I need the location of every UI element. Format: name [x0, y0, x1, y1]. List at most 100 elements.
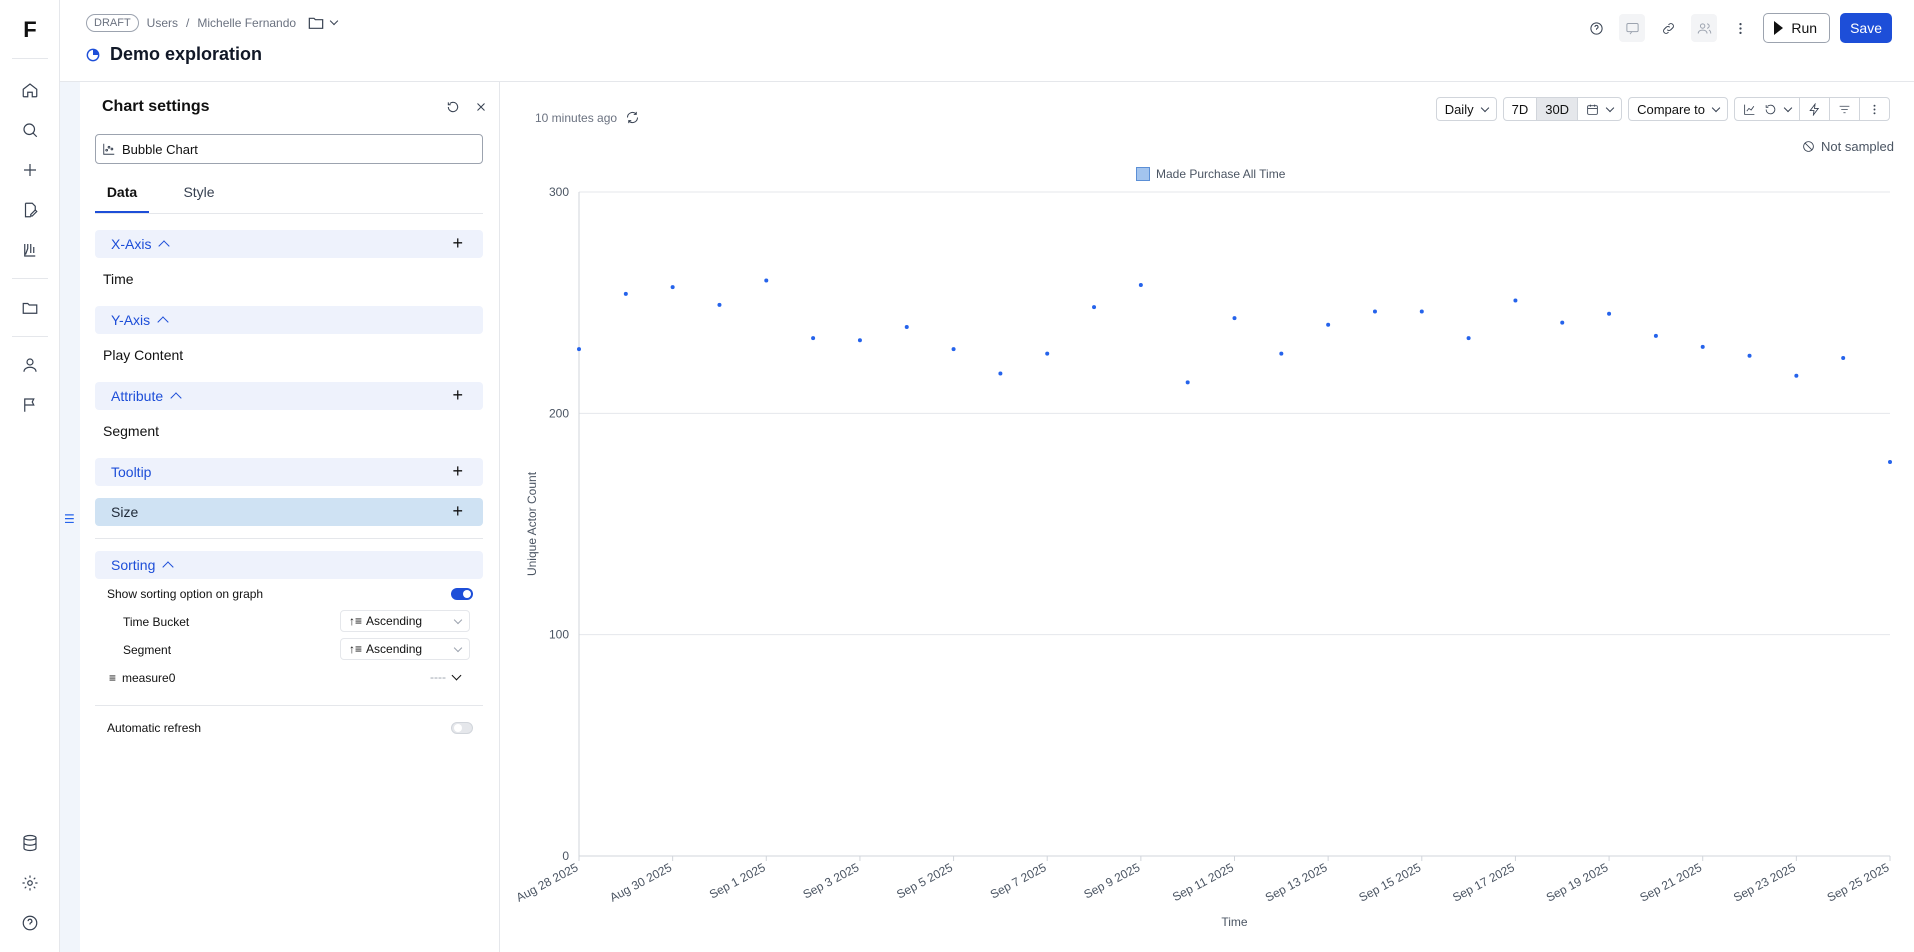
data-point[interactable] [1185, 380, 1190, 385]
drag-handle-icon[interactable]: ≡ [109, 671, 117, 685]
data-point[interactable] [1466, 336, 1471, 341]
folder-icon[interactable] [308, 16, 339, 30]
rail-divider [12, 278, 48, 279]
edit-document-icon[interactable] [18, 198, 42, 222]
chevron-up-icon[interactable] [162, 561, 175, 573]
attribute-value[interactable]: Segment [103, 423, 160, 439]
data-point[interactable] [623, 291, 628, 296]
x-tick-label: Sep 5 2025 [894, 860, 955, 901]
data-point[interactable] [717, 302, 722, 307]
breadcrumb-users[interactable]: Users [146, 16, 179, 30]
help-icon[interactable] [18, 911, 42, 935]
chevron-up-icon[interactable] [157, 316, 169, 328]
data-point[interactable] [1045, 351, 1050, 356]
breadcrumb-owner[interactable]: Michelle Fernando [197, 16, 297, 30]
plus-icon[interactable] [18, 158, 42, 182]
data-point[interactable] [1888, 460, 1892, 465]
data-point[interactable] [1560, 320, 1565, 325]
reset-icon[interactable] [442, 96, 464, 118]
add-tooltip-button[interactable]: + [452, 461, 463, 481]
settings-icon[interactable] [18, 871, 42, 895]
comment-icon[interactable] [1619, 14, 1646, 42]
data-point[interactable] [1607, 311, 1612, 316]
auto-refresh-toggle[interactable] [451, 722, 473, 734]
share-users-icon[interactable] [1691, 14, 1718, 42]
data-point[interactable] [998, 371, 1003, 376]
data-point[interactable] [1138, 282, 1143, 287]
data-point[interactable] [1841, 356, 1846, 360]
date-picker-button[interactable] [1577, 97, 1623, 121]
data-point[interactable] [811, 336, 816, 341]
show-sorting-toggle[interactable] [451, 588, 473, 600]
user-icon[interactable] [18, 353, 42, 377]
more-button[interactable] [1859, 97, 1890, 121]
x-axis-section[interactable]: X-Axis + [95, 230, 483, 258]
data-point[interactable] [951, 347, 956, 352]
home-icon[interactable] [18, 78, 42, 102]
list-icon[interactable]: ☰ [64, 512, 75, 526]
x-axis-value[interactable]: Time [103, 271, 134, 287]
data-point[interactable] [1653, 333, 1658, 338]
add-x-axis-button[interactable]: + [452, 233, 463, 253]
tab-style[interactable]: Style [183, 184, 215, 200]
chevron-up-icon[interactable] [158, 240, 171, 252]
data-point[interactable] [764, 278, 769, 283]
database-icon[interactable] [18, 831, 42, 855]
search-icon[interactable] [18, 118, 42, 142]
chevron-down-icon[interactable] [451, 670, 462, 681]
x-tick-label: Aug 28 2025 [514, 860, 581, 904]
data-point[interactable] [1092, 305, 1097, 310]
data-point[interactable] [1232, 316, 1237, 321]
data-point[interactable] [1794, 373, 1799, 378]
add-attribute-button[interactable]: + [452, 385, 463, 405]
help-icon[interactable] [1583, 14, 1609, 42]
tab-data[interactable]: Data [95, 174, 149, 213]
flag-icon[interactable] [18, 393, 42, 417]
link-icon[interactable] [1655, 14, 1681, 42]
granularity-select[interactable]: Daily [1435, 97, 1497, 121]
data-point[interactable] [1326, 322, 1331, 327]
data-point[interactable] [1513, 298, 1518, 303]
range-30d-button[interactable]: 30D [1536, 97, 1579, 121]
size-section[interactable]: Size + [95, 498, 483, 526]
folder-icon[interactable] [18, 296, 42, 320]
sorting-section[interactable]: Sorting [95, 551, 483, 579]
data-point[interactable] [1279, 351, 1284, 356]
chevron-up-icon[interactable] [170, 392, 182, 404]
run-button[interactable]: Run [1763, 13, 1831, 43]
lab-icon[interactable] [18, 238, 42, 262]
last-updated: 10 minutes ago [535, 110, 640, 125]
page-title[interactable]: Demo exploration [110, 44, 263, 64]
tooltip-section[interactable]: Tooltip + [95, 458, 483, 486]
data-point[interactable] [1419, 309, 1424, 314]
refresh-icon[interactable] [625, 110, 640, 125]
save-button[interactable]: Save [1840, 13, 1892, 43]
compare-to-select[interactable]: Compare to [1628, 97, 1728, 121]
y-axis-section[interactable]: Y-Axis [95, 306, 483, 334]
data-point[interactable] [904, 325, 909, 330]
chevron-down-icon[interactable] [329, 16, 339, 26]
data-point[interactable] [1747, 353, 1752, 358]
data-point[interactable] [577, 347, 581, 352]
data-point[interactable] [1372, 309, 1377, 314]
y-axis-value[interactable]: Play Content [103, 347, 184, 363]
chart-legend[interactable]: Made Purchase All Time [1136, 167, 1285, 181]
filter-button[interactable] [1829, 97, 1860, 121]
chart-type-button[interactable] [1734, 97, 1800, 121]
close-icon[interactable] [470, 96, 492, 118]
time-bucket-sort-select[interactable]: ↑≡ Ascending [340, 610, 470, 632]
segment-sort-select[interactable]: ↑≡ Ascending [340, 638, 470, 660]
more-vertical-icon[interactable] [1727, 14, 1753, 42]
add-size-button[interactable]: + [452, 501, 463, 521]
chart-type-select[interactable]: Bubble Chart [95, 134, 483, 164]
data-point[interactable] [670, 285, 675, 290]
measure-row[interactable]: ≡ measure0 [109, 671, 175, 685]
attribute-section[interactable]: Attribute + [95, 382, 483, 410]
panel-collapse-strip[interactable]: ☰ [60, 82, 80, 952]
data-point[interactable] [1700, 344, 1705, 349]
app-logo[interactable]: F [23, 17, 37, 42]
data-point[interactable] [857, 338, 862, 343]
section-divider [95, 538, 483, 539]
x-tick-label: Sep 15 2025 [1357, 860, 1424, 904]
insights-button[interactable] [1799, 97, 1830, 121]
